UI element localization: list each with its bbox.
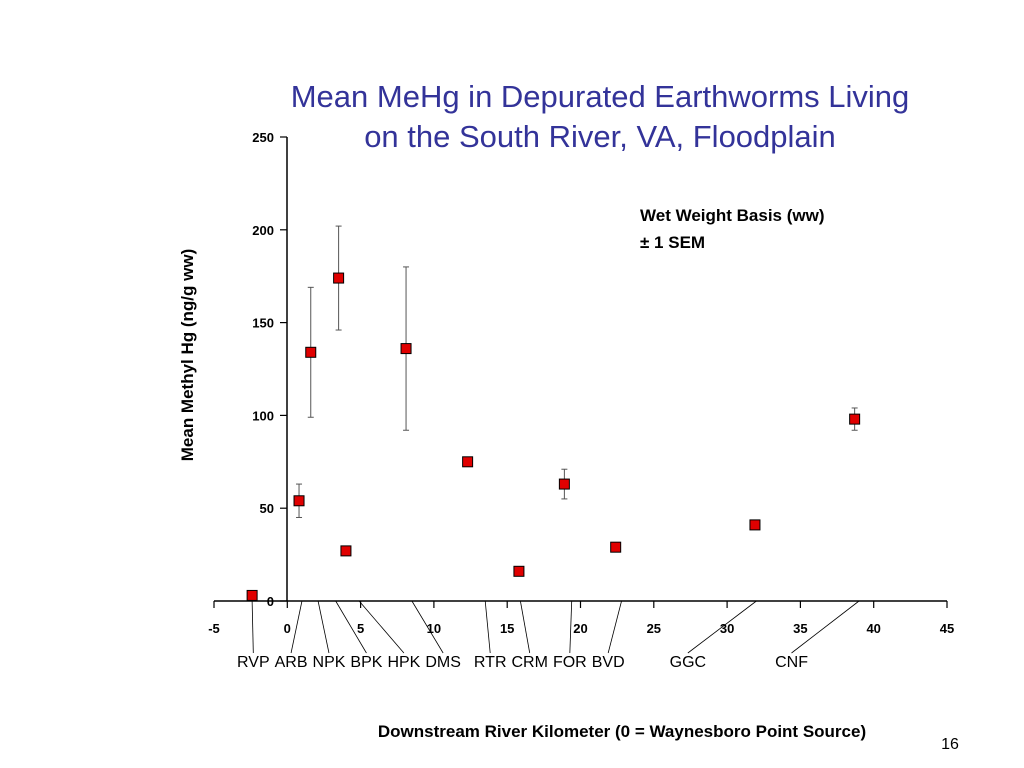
axes — [213, 136, 948, 608]
site-label: FOR — [553, 654, 587, 671]
page-number: 16 — [941, 736, 959, 753]
site-leader-line — [358, 600, 405, 654]
x-tick-label: 30 — [720, 621, 734, 636]
site-label: CRM — [512, 654, 548, 671]
y-tick-label: 250 — [252, 130, 274, 145]
y-axis-label: Mean Methyl Hg (ng/g ww) — [178, 249, 197, 462]
annotation-line-1: Wet Weight Basis (ww) — [640, 206, 825, 225]
x-tick-label: 45 — [940, 621, 954, 636]
x-axis-label: Downstream River Kilometer (0 = Waynesbo… — [378, 722, 866, 741]
site-label: RTR — [474, 654, 507, 671]
x-tick-label: 10 — [427, 621, 441, 636]
data-point — [462, 456, 474, 468]
chart-title-line-1: Mean MeHg in Depurated Earthworms Living — [290, 79, 910, 114]
data-point — [340, 545, 352, 557]
site-leader-line — [251, 600, 254, 654]
site-leader-line — [317, 600, 330, 654]
data-point — [749, 519, 761, 531]
chart-title-line-2: on the South River, VA, Floodplain — [364, 119, 836, 154]
site-leader-line — [791, 600, 860, 654]
x-tick-label: 15 — [500, 621, 514, 636]
x-tick-label: 20 — [573, 621, 587, 636]
y-tick-label: 50 — [260, 501, 274, 516]
x-tick-label: 5 — [357, 621, 364, 636]
site-label: CNF — [775, 654, 808, 671]
site-leader-line — [607, 600, 622, 654]
site-leader-line — [569, 600, 573, 654]
data-point — [333, 272, 345, 284]
x-tick-label: 25 — [647, 621, 661, 636]
x-tick-label: 40 — [866, 621, 880, 636]
site-leader-lines — [251, 600, 860, 654]
site-leader-line — [290, 600, 303, 654]
data-point — [558, 478, 570, 490]
data-point — [849, 413, 861, 425]
site-label: RVP — [237, 654, 270, 671]
error-bars — [296, 225, 858, 518]
site-label: BPK — [350, 654, 382, 671]
data-point — [400, 343, 412, 355]
annotation-line-2: ± 1 SEM — [640, 233, 705, 252]
data-point — [610, 541, 622, 553]
x-tick-label: 35 — [793, 621, 807, 636]
data-markers — [246, 272, 861, 601]
site-leader-line — [335, 600, 367, 654]
data-point — [246, 589, 258, 601]
site-leader-line — [484, 600, 491, 654]
site-leader-line — [687, 600, 757, 654]
y-tick-label: 150 — [252, 316, 274, 331]
data-point — [293, 495, 305, 507]
site-label: GGC — [670, 654, 706, 671]
site-label: NPK — [313, 654, 346, 671]
site-label: HPK — [387, 654, 420, 671]
y-tick-label: 200 — [252, 223, 274, 238]
x-tick-label: -5 — [208, 621, 220, 636]
data-point — [305, 346, 317, 358]
labels: -5 0 5 10 15 20 25 30 35 40 45 0 50 100 150 200 250 RVP AR… — [208, 130, 954, 671]
site-leader-line — [520, 600, 531, 654]
site-leader-line — [411, 600, 444, 654]
site-label: ARB — [275, 654, 308, 671]
x-tick-label: 0 — [284, 621, 291, 636]
y-tick-label: 100 — [252, 408, 274, 423]
data-point — [513, 565, 525, 577]
y-tick-label: 0 — [267, 594, 274, 609]
site-label: BVD — [592, 654, 625, 671]
site-label: DMS — [425, 654, 461, 671]
